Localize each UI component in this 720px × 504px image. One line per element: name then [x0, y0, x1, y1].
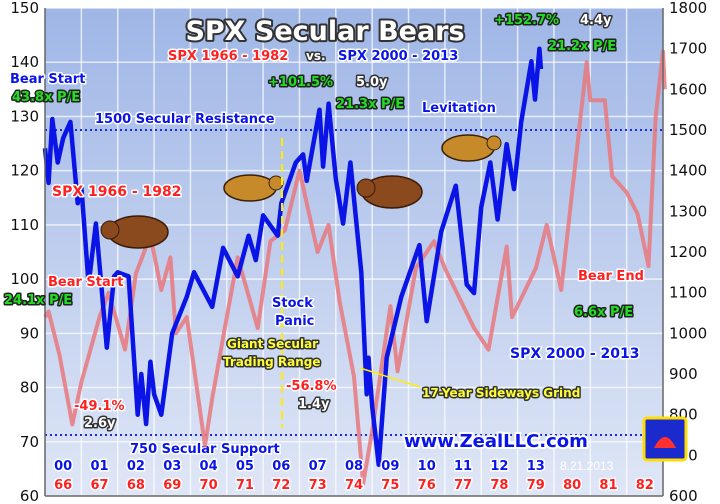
gain-2007: +101.5% — [268, 75, 333, 90]
subtitle-blue: SPX 2000 - 2013 — [338, 49, 458, 64]
website-label: www.ZealLLC.com — [404, 431, 588, 452]
gain-2013: +152.7% — [494, 13, 559, 28]
x-label-2000s: 10 — [418, 459, 436, 474]
grind-label: 17-Year Sideways Grind — [422, 386, 580, 400]
x-label-2000s: 02 — [127, 459, 145, 474]
right-axis-tick-label: 1600 — [669, 80, 707, 98]
zeal-logo — [642, 416, 688, 462]
x-label-1960s-80s: 73 — [309, 478, 327, 493]
x-label-1960s-80s: 79 — [527, 478, 545, 493]
loss-2002-time: 2.6y — [84, 416, 116, 431]
left-axis-tick-label: 90 — [20, 324, 39, 342]
bear-start-red: Bear Start — [48, 275, 123, 290]
series-line-2000-2013 — [42, 46, 544, 467]
x-label-1960s-80s: 78 — [490, 478, 508, 493]
grid — [45, 7, 663, 497]
x-label-1960s-80s: 81 — [599, 478, 617, 493]
right-axis-tick-label: 1500 — [669, 121, 707, 139]
bull-icon — [441, 134, 502, 162]
pe-end: 6.6x P/E — [574, 305, 633, 320]
series-line-1966-1982 — [43, 49, 667, 486]
red-series-label: SPX 1966 - 1982 — [52, 184, 182, 200]
x-label-2000s: 12 — [490, 459, 508, 474]
x-label-1960s-80s: 72 — [272, 478, 290, 493]
right-axis-tick-label: 1200 — [669, 243, 707, 261]
grind-pointer — [359, 367, 421, 388]
x-label-2000s: 03 — [163, 459, 181, 474]
x-label-2000s: 08 — [345, 459, 363, 474]
x-label-1960s-80s: 68 — [127, 478, 145, 493]
plot-area — [45, 8, 663, 496]
x-label-2000s: 13 — [527, 459, 545, 474]
loss-2002: -49.1% — [74, 399, 125, 414]
x-label-2000s: 00 — [54, 459, 72, 474]
pe-red-start: 24.1x P/E — [4, 293, 72, 308]
right-axis-tick-label: 1800 — [669, 0, 707, 17]
left-axis-tick-label: 140 — [10, 53, 39, 71]
left-axis-tick-label: 120 — [10, 162, 39, 180]
pe-2013: 21.2x P/E — [548, 39, 616, 54]
bear-icon — [100, 215, 169, 249]
reference-line-label: 750 Secular Support — [130, 442, 280, 457]
right-axis-tick-label: 1700 — [669, 40, 707, 58]
x-label-1960s-80s: 80 — [563, 478, 581, 493]
pe-blue-start: 43.8x P/E — [12, 90, 80, 105]
stock-panic-label-1: Stock — [272, 296, 313, 311]
right-axis-tick-label: 1000 — [669, 324, 707, 342]
x-label-1960s-80s: 76 — [418, 478, 436, 493]
subtitle-vs: vs. — [306, 49, 326, 63]
range-label-1: Giant Secular — [227, 337, 318, 351]
range-label-2: Trading Range — [223, 355, 321, 369]
left-axis-tick-label: 130 — [10, 107, 39, 125]
right-axis-tick-label: 900 — [669, 365, 698, 383]
x-label-2000s: 07 — [309, 459, 327, 474]
left-axis-tick-label: 60 — [20, 487, 39, 504]
reference-lines: 1500 Secular Resistance 750 Secular Suppo… — [45, 111, 663, 459]
right-axis-tick-label: 1300 — [669, 202, 707, 220]
levitation-label: Levitation — [422, 101, 496, 116]
bull-icon — [223, 174, 284, 202]
left-axis-tick-label: 110 — [10, 216, 39, 234]
date-label: 8.21.2013 — [560, 459, 614, 473]
left-axis-tick-label: 70 — [20, 433, 39, 451]
x-label-2000s: 06 — [272, 459, 290, 474]
x-label-2000s: 01 — [90, 459, 108, 474]
x-labels: 00 01 02 03 04 05 06 07 08 09 10 11 12 13 66 67 68 69 70 71… — [53, 458, 656, 495]
loss-2009-time: 1.4y — [298, 397, 330, 412]
x-label-1960s-80s: 82 — [636, 478, 654, 493]
pe-2007: 21.3x P/E — [336, 97, 404, 112]
blue-series-label: SPX 2000 - 2013 — [510, 346, 640, 362]
right-axis-tick-label: 1100 — [669, 284, 707, 302]
x-label-1960s-80s: 69 — [163, 478, 181, 493]
x-label-1960s-80s: 70 — [200, 478, 218, 493]
gain-2007-time: 5.0y — [356, 75, 388, 90]
bear-start-blue: Bear Start — [10, 72, 85, 87]
chart-title: SPX Secular Bears — [185, 16, 464, 47]
x-label-2000s: 09 — [381, 459, 399, 474]
series-group — [42, 46, 667, 486]
left-axis-tick-label: 150 — [10, 0, 39, 17]
left-axis-tick-label: 80 — [20, 379, 39, 397]
bear-icon — [356, 175, 423, 209]
x-label-1960s-80s: 77 — [454, 478, 472, 493]
loss-2009: -56.8% — [286, 379, 337, 394]
gain-2013-time: 4.4y — [580, 13, 612, 28]
right-axis-tick-label: 600 — [669, 487, 698, 504]
x-label-2000s: 05 — [236, 459, 254, 474]
stock-panic-label-2: Panic — [275, 314, 314, 329]
x-label-1960s-80s: 75 — [381, 478, 399, 493]
x-label-2000s: 04 — [200, 459, 218, 474]
x-label-1960s-80s: 71 — [236, 478, 254, 493]
reference-line-label: 1500 Secular Resistance — [95, 112, 275, 127]
x-label-1960s-80s: 67 — [90, 478, 108, 493]
x-label-1960s-80s: 74 — [345, 478, 363, 493]
left-axis-tick-label: 100 — [10, 270, 39, 288]
subtitle-red: SPX 1966 - 1982 — [168, 49, 288, 64]
right-axis-tick-label: 1400 — [669, 162, 707, 180]
x-label-1960s-80s: 66 — [54, 478, 72, 493]
x-label-2000s: 11 — [454, 459, 472, 474]
bear-end-label: Bear End — [578, 269, 644, 284]
